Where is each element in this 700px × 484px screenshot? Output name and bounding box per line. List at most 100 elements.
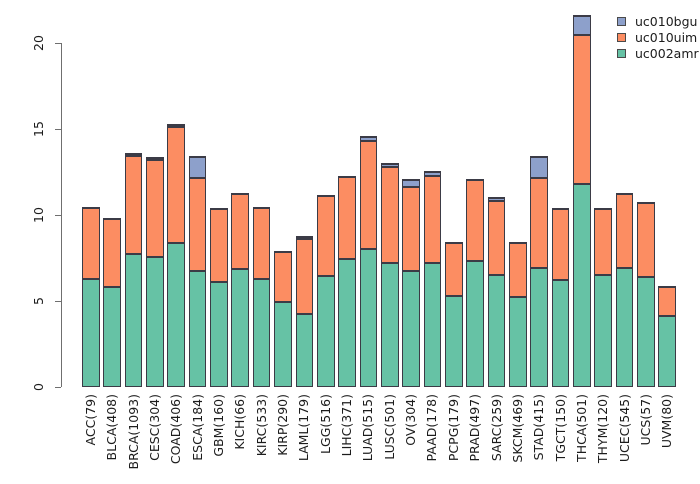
bar-segment-uc002amr bbox=[103, 287, 122, 387]
bar-segment-uc010uim bbox=[637, 202, 655, 277]
legend-item: uc002amr bbox=[617, 46, 699, 61]
bar-segment-uc010uim bbox=[615, 192, 634, 269]
bar-segment-uc002amr bbox=[82, 278, 100, 387]
x-category-label: KICH(66) bbox=[232, 394, 248, 450]
bar-segment-uc002amr bbox=[444, 295, 463, 387]
bar-segment-uc010bgu bbox=[487, 197, 506, 202]
bar-segment-uc002amr bbox=[530, 267, 549, 387]
bar-segment-uc002amr bbox=[402, 270, 420, 387]
legend-item: uc010uim bbox=[617, 30, 699, 45]
bar-segment-uc010uim bbox=[466, 179, 484, 261]
legend-swatch-uc010bgu bbox=[617, 17, 626, 26]
x-category-label: THCA(501) bbox=[573, 394, 589, 462]
bar-segment-uc010uim bbox=[444, 241, 463, 296]
bar-segment-uc010uim bbox=[594, 208, 613, 276]
bar-segment-uc010bgu bbox=[530, 155, 549, 179]
bar-segment-uc010uim bbox=[423, 175, 442, 264]
bar-segment-uc002amr bbox=[252, 278, 271, 387]
x-category-label: PRAD(497) bbox=[467, 394, 483, 462]
bar-segment-uc010uim bbox=[530, 178, 549, 268]
bar-segment-uc002amr bbox=[637, 276, 655, 387]
x-category-label: LUAD(515) bbox=[360, 394, 376, 462]
bar-segment-uc002amr bbox=[124, 253, 143, 387]
x-category-label: GBM(160) bbox=[210, 394, 226, 457]
bar-segment-uc010uim bbox=[210, 208, 228, 283]
legend-label: uc010bgu bbox=[635, 14, 698, 29]
legend: uc010bgu uc010uim uc002amr bbox=[617, 14, 699, 62]
y-tick-label: 20 bbox=[31, 35, 46, 52]
bar-segment-uc010bgu bbox=[423, 171, 442, 176]
y-axis-tick bbox=[55, 215, 61, 217]
x-category-label: BRCA(1093) bbox=[125, 394, 141, 470]
bar-segment-uc010uim bbox=[402, 186, 420, 271]
x-category-label: CESC(304) bbox=[146, 394, 162, 461]
y-tick-label: 10 bbox=[31, 207, 46, 224]
bar-segment-uc010uim bbox=[103, 217, 122, 288]
bar-segment-uc002amr bbox=[167, 242, 186, 387]
bar-segment-uc010uim bbox=[573, 34, 591, 185]
y-axis-tick bbox=[55, 129, 61, 131]
bar-segment-uc002amr bbox=[573, 184, 591, 387]
bar-segment-uc002amr bbox=[509, 296, 527, 387]
x-category-label: BLCA(408) bbox=[104, 394, 120, 461]
bar-segment-uc002amr bbox=[594, 275, 613, 387]
x-category-label: STAD(415) bbox=[531, 394, 547, 461]
x-category-label: PCPG(179) bbox=[445, 394, 461, 462]
bar-segment-uc010uim bbox=[509, 241, 527, 297]
bar-segment-uc010uim bbox=[551, 208, 570, 281]
y-axis-line bbox=[61, 43, 62, 387]
bar-segment-uc002amr bbox=[146, 257, 164, 387]
bar-segment-uc010bgu bbox=[167, 123, 186, 127]
bar-segment-uc002amr bbox=[210, 282, 228, 387]
x-category-label: THYM(120) bbox=[595, 394, 611, 464]
bar-segment-uc002amr bbox=[316, 276, 335, 387]
bar-segment-uc010bgu bbox=[295, 235, 314, 240]
bar-segment-uc010bgu bbox=[146, 157, 164, 161]
bar-segment-uc002amr bbox=[551, 280, 570, 387]
bar-segment-uc010uim bbox=[658, 286, 677, 316]
bar-segment-uc010bgu bbox=[359, 136, 378, 142]
x-category-label: ESCA(184) bbox=[189, 394, 205, 461]
bar-segment-uc002amr bbox=[615, 268, 634, 387]
legend-label: uc002amr bbox=[635, 46, 699, 61]
bar-segment-uc010uim bbox=[487, 201, 506, 276]
bar-segment-uc010bgu bbox=[124, 152, 143, 156]
x-category-label: UVM(80) bbox=[659, 394, 675, 449]
bar-segment-uc002amr bbox=[188, 270, 207, 387]
x-category-label: TGCT(150) bbox=[552, 394, 568, 462]
x-category-label: SKCM(469) bbox=[509, 394, 525, 463]
bar-segment-uc010bgu bbox=[188, 155, 207, 179]
bar-segment-uc010uim bbox=[252, 207, 271, 279]
x-category-label: KIRP(290) bbox=[275, 394, 290, 456]
bar-segment-uc002amr bbox=[466, 260, 484, 387]
y-tick-label: 15 bbox=[31, 121, 46, 138]
bar-segment-uc010uim bbox=[167, 126, 186, 243]
bar-segment-uc002amr bbox=[359, 248, 378, 387]
bar-segment-uc002amr bbox=[658, 315, 677, 387]
x-category-label: OV(304) bbox=[403, 394, 419, 446]
bar-segment-uc002amr bbox=[231, 269, 250, 387]
bar-segment-uc002amr bbox=[338, 258, 356, 387]
bar-segment-uc002amr bbox=[423, 263, 442, 387]
x-category-label: COAD(406) bbox=[168, 394, 184, 465]
x-category-label: LUSC(501) bbox=[381, 394, 397, 460]
bar-segment-uc010uim bbox=[274, 251, 292, 302]
y-tick-label: 0 bbox=[31, 383, 46, 391]
bar-segment-uc010bgu bbox=[402, 179, 420, 187]
bar-segment-uc010uim bbox=[124, 155, 143, 254]
x-category-label: LGG(516) bbox=[317, 394, 333, 454]
bar-segment-uc010uim bbox=[82, 206, 100, 279]
x-category-label: UCS(57) bbox=[637, 394, 653, 446]
bar-segment-uc002amr bbox=[380, 263, 399, 387]
bar-segment-uc010uim bbox=[316, 195, 335, 277]
x-category-label: ACC(79) bbox=[82, 394, 98, 446]
bar-segment-uc002amr bbox=[274, 301, 292, 387]
bar-segment-uc010uim bbox=[146, 160, 164, 258]
bar-segment-uc002amr bbox=[295, 313, 314, 387]
x-category-label: UCEC(545) bbox=[616, 394, 632, 463]
bar-segment-uc010bgu bbox=[380, 162, 399, 167]
bar-segment-uc002amr bbox=[487, 275, 506, 387]
x-category-label: SARC(259) bbox=[488, 394, 504, 462]
x-category-label: PAAD(178) bbox=[424, 394, 440, 462]
